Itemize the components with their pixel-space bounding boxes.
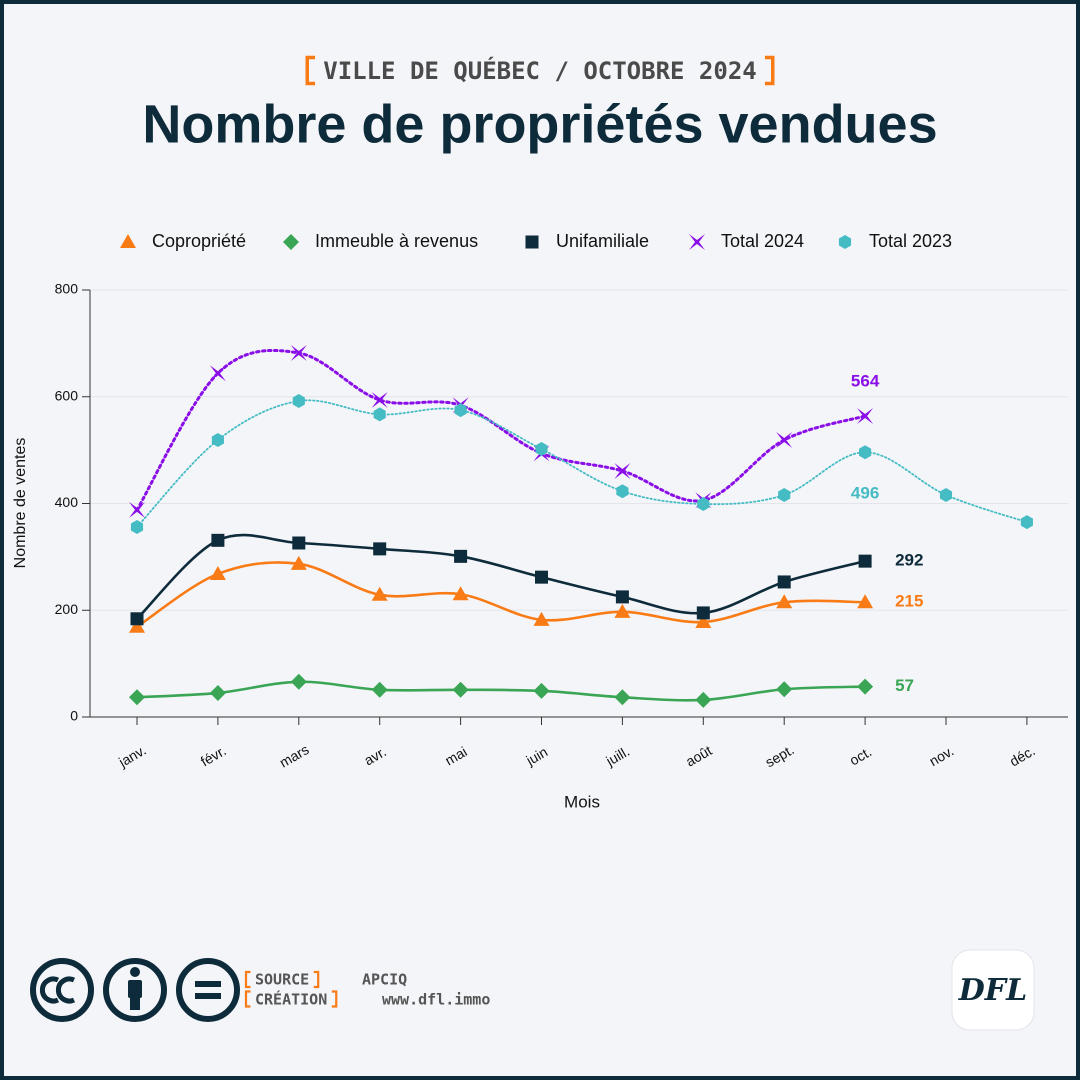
series-line [135, 533, 867, 621]
bracket [313, 970, 320, 989]
series-line [135, 680, 867, 702]
marker [130, 519, 144, 534]
marker [696, 606, 710, 620]
marker [454, 549, 468, 563]
cc-icons [30, 958, 240, 1022]
cc-icon-shapes [128, 967, 221, 1010]
marker [939, 487, 953, 502]
legend-label: Unifamiliale [556, 231, 649, 251]
marker [838, 235, 852, 249]
marker [452, 586, 469, 601]
marker [371, 586, 388, 601]
marker [209, 684, 226, 701]
marker [129, 618, 145, 633]
bracket [764, 55, 775, 86]
marker [776, 681, 793, 698]
chart-title: Nombre de propriétés vendues [142, 94, 937, 154]
marker [535, 570, 548, 584]
y-tick-label: 200 [55, 601, 79, 617]
marker [373, 407, 386, 422]
series-line [136, 399, 1028, 528]
value-label: 564 [851, 371, 880, 390]
marker [120, 234, 136, 248]
marker [858, 554, 872, 568]
marker [697, 497, 710, 512]
legend-label: Copropriété [152, 231, 246, 251]
marker [615, 590, 629, 604]
marker [776, 431, 793, 448]
marker [292, 394, 305, 409]
marker [859, 445, 872, 460]
marker [292, 536, 306, 550]
bracket [305, 55, 316, 86]
creation: www.dfl.immo [382, 991, 490, 1009]
marker [695, 691, 712, 708]
marker [371, 681, 388, 698]
marker [130, 612, 144, 626]
marker [1020, 515, 1033, 530]
marker [373, 542, 387, 556]
y-tick-label: 600 [55, 387, 79, 403]
value-label: 496 [851, 484, 879, 503]
marker [857, 678, 874, 695]
legend-label: Total 2024 [721, 231, 804, 251]
marker [533, 682, 550, 699]
legend-label: Total 2023 [869, 231, 952, 251]
marker [776, 594, 793, 609]
marker [209, 565, 226, 580]
marker [129, 501, 145, 518]
marker [290, 555, 307, 570]
marker [689, 234, 705, 250]
marker [452, 681, 469, 698]
marker [129, 689, 145, 706]
marker [616, 484, 629, 499]
logo: DFL [958, 973, 1027, 1008]
y-axis-title: Nombre de ventes [12, 438, 29, 569]
creation-label: CRÉATION [255, 990, 327, 1009]
marker [777, 575, 791, 589]
marker [535, 442, 548, 457]
y-tick-label: 0 [70, 708, 78, 724]
series-line [135, 561, 867, 629]
marker [778, 487, 791, 502]
marker [283, 234, 299, 250]
x-axis-title: Mois [564, 792, 600, 811]
marker [209, 365, 226, 382]
marker [290, 344, 307, 361]
marker [525, 235, 539, 249]
marker [857, 594, 874, 609]
legend-label: Immeuble à revenus [315, 231, 478, 251]
marker [695, 613, 712, 628]
marker [211, 533, 225, 547]
value-label: 57 [895, 676, 914, 695]
marker [454, 403, 467, 418]
marker [371, 391, 388, 408]
marker [614, 689, 631, 706]
marker [614, 603, 631, 618]
source: APCIQ [362, 971, 407, 989]
y-tick-label: 400 [55, 494, 79, 510]
marker [533, 611, 550, 626]
marker [290, 673, 307, 690]
marker [211, 432, 224, 447]
marker [614, 462, 631, 479]
bracket [244, 970, 251, 989]
logo-box [951, 949, 1035, 1031]
subtitle: VILLE DE QUÉBEC / OCTOBRE 2024 [323, 56, 756, 85]
value-label: 215 [895, 592, 923, 611]
y-tick-label: 800 [55, 281, 79, 297]
bracket [244, 990, 251, 1008]
value-label: 292 [895, 551, 923, 570]
source-label: SOURCE [255, 971, 309, 989]
marker [857, 407, 874, 424]
bracket [331, 990, 338, 1008]
